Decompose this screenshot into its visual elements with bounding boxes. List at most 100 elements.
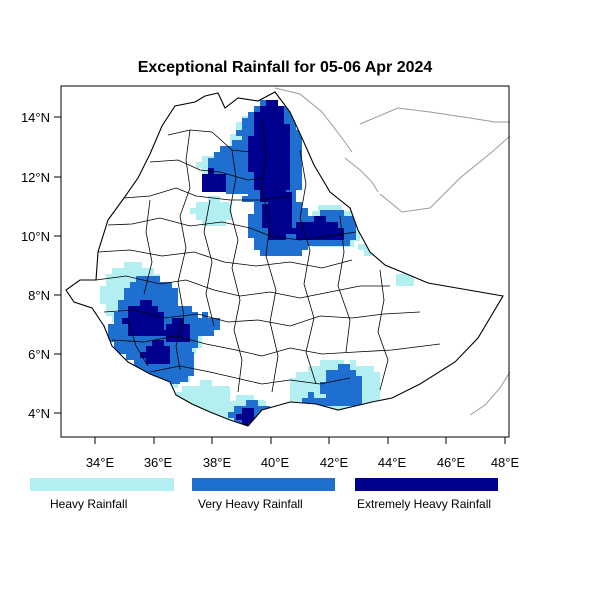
extremely-heavy-rain-cell	[278, 178, 284, 184]
very-heavy-rain-cell	[356, 400, 362, 406]
very-heavy-rain-cell	[236, 130, 242, 136]
very-heavy-rain-cell	[296, 160, 302, 166]
very-heavy-rain-cell	[126, 342, 132, 348]
very-heavy-rain-cell	[238, 170, 244, 176]
extremely-heavy-rain-cell	[134, 312, 140, 318]
very-heavy-rain-cell	[148, 288, 154, 294]
very-heavy-rain-cell	[344, 364, 350, 370]
very-heavy-rain-cell	[182, 376, 188, 382]
heavy-rain-cell	[206, 407, 212, 413]
very-heavy-rain-cell	[296, 142, 302, 148]
heavy-rain-cell	[236, 395, 242, 401]
very-heavy-rain-cell	[248, 130, 254, 136]
very-heavy-rain-cell	[242, 148, 248, 154]
y-tick-label: 14°N	[21, 110, 50, 125]
extremely-heavy-rain-cell	[272, 136, 278, 142]
heavy-rain-cell	[320, 378, 326, 384]
very-heavy-rain-cell	[146, 364, 152, 370]
very-heavy-rain-cell	[226, 158, 232, 164]
boundary-line	[261, 119, 279, 393]
very-heavy-rain-cell	[344, 222, 350, 228]
heavy-rain-cell	[188, 392, 194, 398]
very-heavy-rain-cell	[332, 382, 338, 388]
very-heavy-rain-cell	[160, 282, 166, 288]
very-heavy-rain-cell	[244, 188, 250, 194]
heavy-rain-cell	[260, 413, 266, 419]
extremely-heavy-rain-cell	[278, 166, 284, 172]
extremely-heavy-rain-cell	[158, 318, 164, 324]
very-heavy-rain-cell	[350, 400, 356, 406]
extremely-heavy-rain-cell	[140, 312, 146, 318]
extremely-heavy-rain-cell	[266, 118, 272, 124]
very-heavy-rain-cell	[226, 188, 232, 194]
very-heavy-rain-cell	[130, 282, 136, 288]
very-heavy-rain-cell	[356, 376, 362, 382]
heavy-rain-cell	[338, 360, 344, 366]
very-heavy-rain-cell	[232, 164, 238, 170]
extremely-heavy-rain-cell	[140, 306, 146, 312]
heavy-rain-cell	[194, 386, 200, 392]
very-heavy-rain-cell	[308, 392, 314, 398]
heavy-rain-cell	[226, 208, 232, 214]
heavy-rain-cell	[396, 274, 402, 280]
extremely-heavy-rain-cell	[296, 228, 302, 234]
heavy-rain-cell	[368, 390, 374, 396]
heavy-rain-cell	[214, 214, 220, 220]
very-heavy-rain-cell	[350, 216, 356, 222]
very-heavy-rain-cell	[296, 214, 302, 220]
heavy-rain-cell	[176, 398, 182, 404]
extremely-heavy-rain-cell	[320, 216, 326, 222]
heavy-rain-cell	[136, 268, 142, 274]
very-heavy-rain-cell	[134, 358, 140, 364]
very-heavy-rain-cell	[266, 250, 272, 256]
gulf-of-aden-coast-line	[379, 135, 511, 213]
boundary-line	[107, 217, 357, 241]
extremely-heavy-rain-cell	[166, 330, 172, 336]
very-heavy-rain-cell	[156, 366, 162, 372]
heavy-rain-cell	[118, 280, 124, 286]
very-heavy-rain-cell	[320, 240, 326, 246]
heavy-rain-cell	[290, 378, 296, 384]
extremely-heavy-rain-cell	[280, 210, 286, 216]
extremely-heavy-rain-cell	[266, 172, 272, 178]
heavy-rain-cell	[320, 360, 326, 366]
extremely-heavy-rain-cell	[248, 148, 254, 154]
very-heavy-rain-cell	[226, 146, 232, 152]
very-heavy-rain-cell	[132, 348, 138, 354]
extremely-heavy-rain-cell	[284, 178, 290, 184]
y-tick-label: 12°N	[21, 170, 50, 185]
very-heavy-rain-cell	[172, 288, 178, 294]
heavy-rain-cell	[230, 134, 236, 140]
extremely-heavy-rain-cell	[262, 222, 268, 228]
legend-label-extremely-heavy: Extremely Heavy Rainfall	[357, 497, 492, 511]
x-tick-label: 34°E	[86, 455, 115, 470]
x-axis	[94, 437, 506, 444]
very-heavy-rain-cell	[114, 330, 120, 336]
very-heavy-rain-cell	[260, 250, 266, 256]
very-heavy-rain-cell	[152, 364, 158, 370]
extremely-heavy-rain-cell	[272, 106, 278, 112]
heavy-rain-cell	[124, 280, 130, 286]
extremely-heavy-rain-cell	[314, 216, 320, 222]
very-heavy-rain-cell	[220, 152, 226, 158]
heavy-rain-cell	[324, 205, 330, 211]
extremely-heavy-rain-cell	[260, 130, 266, 136]
very-heavy-rain-cell	[174, 378, 180, 384]
very-heavy-rain-cell	[284, 250, 290, 256]
very-heavy-rain-cell	[248, 124, 254, 130]
very-heavy-rain-cell	[332, 400, 338, 406]
extremely-heavy-rain-cell	[146, 352, 152, 358]
extremely-heavy-rain-cell	[278, 130, 284, 136]
very-heavy-rain-cell	[338, 388, 344, 394]
very-heavy-rain-cell	[314, 240, 320, 246]
extremely-heavy-rain-cell	[140, 318, 146, 324]
very-heavy-rain-cell	[254, 106, 260, 112]
heavy-rain-cell	[118, 268, 124, 274]
very-heavy-rain-cell	[326, 388, 332, 394]
very-heavy-rain-cell	[170, 346, 176, 352]
very-heavy-rain-cell	[266, 238, 272, 244]
x-tick-label: 36°E	[144, 455, 173, 470]
very-heavy-rain-cell	[254, 196, 260, 202]
very-heavy-rain-cell	[290, 148, 296, 154]
very-heavy-rain-cell	[264, 418, 270, 424]
